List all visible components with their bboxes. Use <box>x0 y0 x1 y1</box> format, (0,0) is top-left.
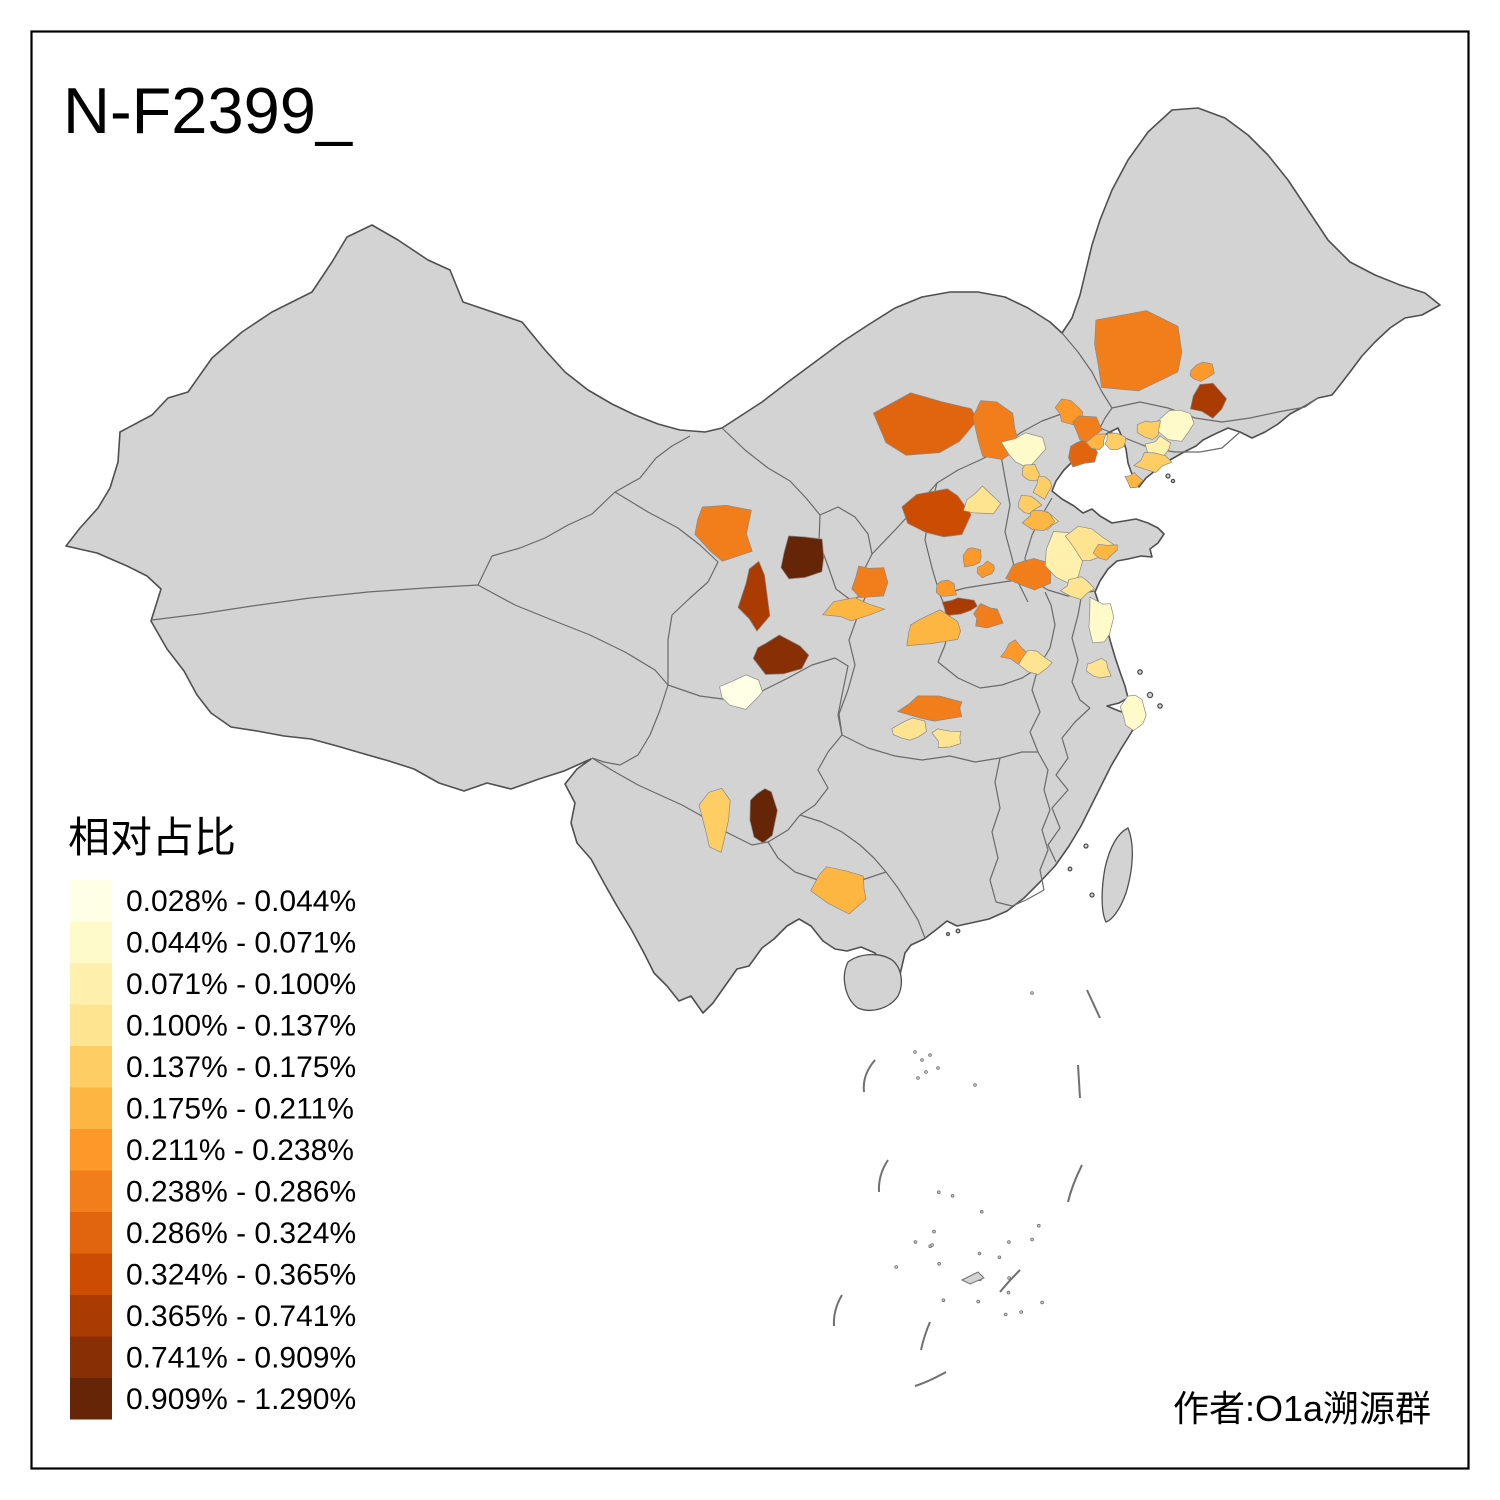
legend-swatch <box>70 880 112 922</box>
legend-swatch <box>70 1005 112 1047</box>
sea-islet-dot <box>937 1067 940 1070</box>
legend-label: 0.909% - 1.290% <box>126 1383 356 1416</box>
legend-label: 0.071% - 0.100% <box>126 968 356 1001</box>
legend-swatch <box>70 1088 112 1130</box>
map-region-jinzhou-light <box>1105 433 1126 450</box>
sea-islet-dot <box>977 1300 980 1303</box>
sea-islet-dot <box>1031 992 1034 995</box>
sea-islet-dot <box>1008 1277 1011 1280</box>
legend-swatch <box>70 1295 112 1337</box>
legend-label: 0.100% - 0.137% <box>126 1010 356 1043</box>
sea-islet-dot <box>1031 1238 1034 1241</box>
sea-islet-dot <box>980 1210 983 1213</box>
legend-swatch <box>70 1212 112 1254</box>
choropleth-page: N-F2399_ 相对占比 0.028% - 0.044% 0.044% - 0.… <box>0 0 1500 1500</box>
legend-label: 0.365% - 0.741% <box>126 1300 356 1333</box>
legend-label: 0.324% - 0.365% <box>126 1259 356 1292</box>
legend-swatch <box>70 1378 112 1420</box>
legend-swatch <box>70 1337 112 1379</box>
sea-islet-dot <box>1037 1224 1040 1227</box>
sea-islet-dot <box>951 1194 954 1197</box>
legend-label: 0.238% - 0.286% <box>126 1176 356 1209</box>
sea-islet-dot <box>942 1299 945 1302</box>
legend-swatch <box>70 1254 112 1296</box>
map-canvas: N-F2399_ 相对占比 0.028% - 0.044% 0.044% - 0.… <box>0 0 1500 1500</box>
sea-islet-dot <box>1041 1301 1044 1304</box>
sea-islet-dot <box>895 1266 898 1269</box>
hainan-island <box>844 955 901 1011</box>
sea-islet-dot <box>921 1059 924 1062</box>
legend-label: 0.211% - 0.238% <box>126 1134 354 1167</box>
legend-label: 0.028% - 0.044% <box>126 885 356 918</box>
sea-islet-dot <box>925 1071 928 1074</box>
sea-islet-dot <box>914 1051 917 1054</box>
map-region-guyuan-pingliang <box>852 566 888 598</box>
sea-islet-dot <box>937 1191 940 1194</box>
legend-label: 0.741% - 0.909% <box>126 1342 356 1375</box>
legend-label: 0.175% - 0.211% <box>126 1093 354 1126</box>
sea-islet-dot <box>1008 1241 1011 1244</box>
sea-islet-dot <box>974 1084 977 1087</box>
sea-islet-dot <box>931 1244 934 1247</box>
sea-islet-dot <box>978 1252 981 1255</box>
sea-islet-dot <box>938 1262 941 1265</box>
legend-label: 0.286% - 0.324% <box>126 1217 356 1250</box>
legend-title: 相对占比 <box>68 814 236 861</box>
sea-islet-dot <box>917 1077 920 1080</box>
sea-islet-dot <box>1020 1311 1023 1314</box>
legend-swatch <box>70 1046 112 1088</box>
page-title: N-F2399_ <box>63 74 353 147</box>
sea-islet-dot <box>1004 1313 1007 1316</box>
legend-label: 0.137% - 0.175% <box>126 1051 356 1084</box>
sea-islet-dot <box>929 1054 932 1057</box>
sea-islet-dot <box>1007 1291 1010 1294</box>
legend-swatch <box>70 963 112 1005</box>
sea-islet-dot <box>914 1241 917 1244</box>
attribution: 作者:O1a溯源群 <box>1173 1388 1431 1429</box>
legend-swatch <box>70 1129 112 1171</box>
sea-islet-dot <box>998 1256 1001 1259</box>
legend-label: 0.044% - 0.071% <box>126 927 356 960</box>
sea-islet-dot <box>933 1230 936 1233</box>
legend-swatch <box>70 922 112 964</box>
map-region-lanzhou-area <box>781 536 824 579</box>
legend-swatch <box>70 1171 112 1213</box>
